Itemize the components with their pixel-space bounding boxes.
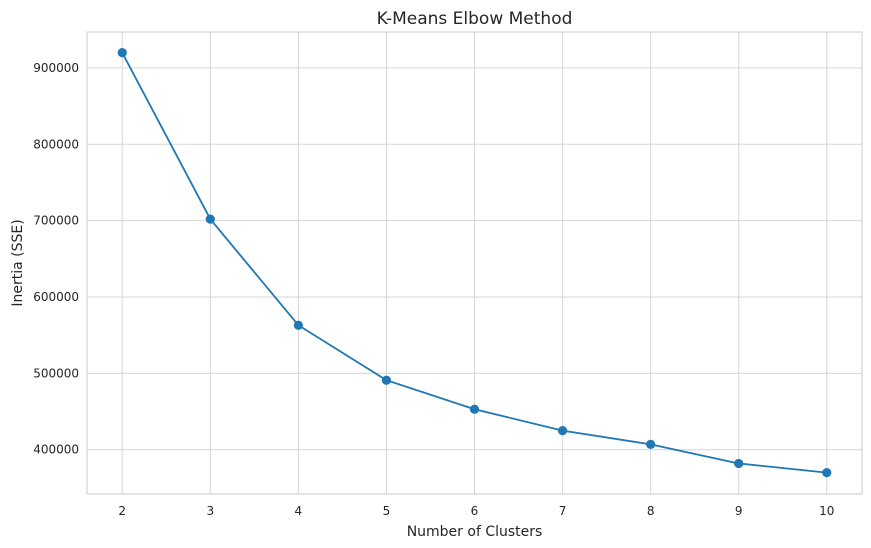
x-gridlines xyxy=(121,32,828,494)
x-tick-label: 9 xyxy=(735,504,743,518)
y-tick-label: 500000 xyxy=(33,366,79,380)
data-point xyxy=(117,48,127,58)
y-tick-label: 600000 xyxy=(33,290,79,304)
series-layer xyxy=(117,48,832,478)
y-gridlines xyxy=(87,67,862,451)
y-tick-label: 900000 xyxy=(33,61,79,75)
x-tick-label: 6 xyxy=(471,504,479,518)
y-tick-label: 400000 xyxy=(33,443,79,457)
x-tick-label: 3 xyxy=(206,504,214,518)
x-tick-label: 10 xyxy=(819,504,834,518)
x-tick-label: 2 xyxy=(118,504,126,518)
data-point xyxy=(469,404,480,414)
y-tick-label: 800000 xyxy=(33,137,79,151)
x-tick-label: 7 xyxy=(559,504,567,518)
data-point xyxy=(646,439,656,449)
x-tick-labels: 2 3 4 5 6 7 8 9 10 xyxy=(118,504,834,518)
x-tick-label: 4 xyxy=(295,504,303,518)
y-tick-labels: 400000 500000 600000 700000 800000 900000 xyxy=(33,61,79,457)
y-axis-label: Inertia (SSE) xyxy=(10,219,26,306)
x-axis-label: Number of Clusters xyxy=(407,524,543,540)
data-point xyxy=(205,214,215,224)
data-point xyxy=(557,426,568,436)
plot-frame xyxy=(86,31,863,495)
data-point xyxy=(734,458,744,469)
x-tick-label: 5 xyxy=(383,504,391,518)
data-point xyxy=(822,468,832,478)
y-tick-label: 700000 xyxy=(33,214,79,228)
data-point xyxy=(293,320,303,330)
x-tick-label: 8 xyxy=(647,504,655,518)
chart-title: K-Means Elbow Method xyxy=(377,9,573,29)
data-point xyxy=(381,375,392,385)
